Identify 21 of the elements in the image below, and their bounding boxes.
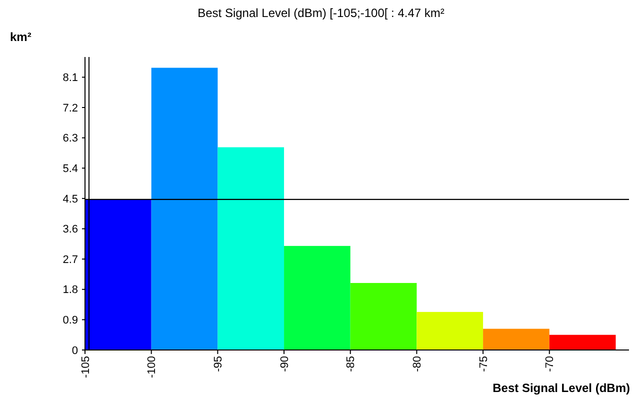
x-tick-label: -105	[80, 356, 92, 378]
y-tick-label: 4.5	[62, 193, 78, 206]
x-tick-label: -100	[146, 356, 158, 378]
y-tick-label: 8.1	[62, 72, 78, 84]
chart-title: Best Signal Level (dBm) [-105;-100[ : 4.47 km²	[198, 6, 444, 20]
y-tick-label: 1.8	[62, 284, 78, 296]
x-tick-label: -70	[544, 356, 556, 372]
y-tick-label: 0.9	[62, 314, 78, 327]
y-tick-label: 6.3	[62, 132, 78, 145]
y-tick-label: 5.4	[62, 162, 78, 175]
x-axis-title: Best Signal Level (dBm)	[492, 381, 630, 395]
y-tick-label: 7.2	[62, 102, 78, 114]
x-tick-label: -75	[478, 356, 490, 372]
x-tick-label: -85	[345, 356, 358, 372]
x-tick-label: -80	[412, 356, 424, 372]
y-axis-title: km²	[10, 30, 32, 44]
y-tick-label: 0	[72, 344, 78, 357]
y-tick-label: 3.6	[62, 224, 78, 236]
x-tick-label: -95	[212, 356, 225, 372]
y-tick-label: 2.7	[62, 254, 78, 266]
x-tick-label: -90	[278, 356, 291, 372]
